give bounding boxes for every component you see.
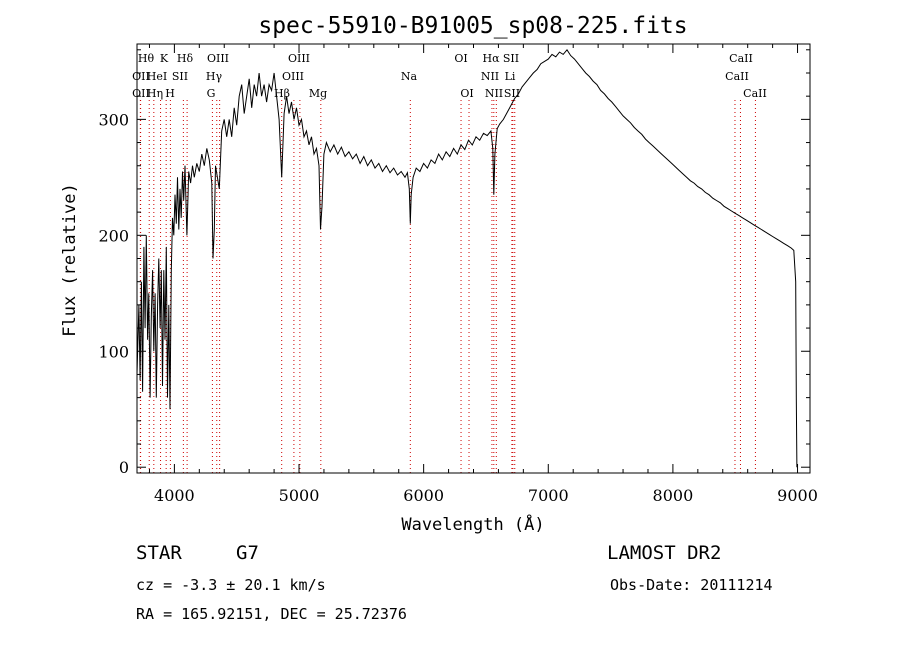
line-label: G — [207, 87, 216, 100]
line-label: CaII — [729, 52, 753, 65]
x-tick-label: 8000 — [653, 486, 694, 505]
line-label: HeI — [147, 70, 167, 83]
chart-title: spec-55910-B91005_sp08-225.fits — [258, 13, 687, 39]
line-label: OI — [454, 52, 467, 65]
line-label: Na — [401, 70, 418, 83]
line-label: Hη — [147, 87, 163, 100]
line-label: NII — [481, 70, 499, 83]
line-label: OIII — [288, 52, 310, 65]
line-label: Hα — [482, 52, 500, 65]
x-tick-label: 5000 — [279, 486, 320, 505]
redshift-text: cz = -3.3 ± 20.1 km/s — [136, 576, 326, 594]
survey-label: LAMOST DR2 — [607, 542, 722, 564]
y-tick-label: 200 — [98, 226, 129, 245]
x-tick-label: 6000 — [403, 486, 444, 505]
x-tick-label: 7000 — [528, 486, 569, 505]
x-tick-label: 4000 — [154, 486, 195, 505]
line-label: Hθ — [138, 52, 155, 65]
y-tick-label: 300 — [98, 110, 129, 129]
line-label: Li — [505, 70, 516, 83]
line-label: Hγ — [206, 70, 223, 83]
line-label: K — [160, 52, 169, 65]
y-tick-label: 0 — [119, 458, 129, 477]
line-label: CaII — [725, 70, 749, 83]
line-label: SII — [503, 52, 519, 65]
plot-axes: 4000 5000 6000 7000 8000 9000 0 100 200 300 — [98, 43, 818, 505]
line-label: H — [165, 87, 175, 100]
line-label: OI — [460, 87, 473, 100]
x-tick-label: 9000 — [777, 486, 818, 505]
line-label: OIII — [207, 52, 229, 65]
class-label: STAR — [136, 542, 182, 564]
line-label: SII — [504, 87, 520, 100]
y-tick-label: 100 — [98, 342, 129, 361]
spectrum-series — [136, 48, 798, 468]
line-label: CaII — [743, 87, 767, 100]
spectrum-line — [136, 48, 798, 468]
subclass-label: G7 — [236, 542, 259, 564]
obs-date-text: Obs-Date: 20111214 — [610, 576, 773, 594]
line-label: SII — [172, 70, 188, 83]
line-label: Hβ — [274, 87, 290, 100]
line-label: OIII — [282, 70, 304, 83]
x-axis-label: Wavelength (Å) — [401, 513, 544, 535]
y-axis-label: Flux (relative) — [60, 183, 80, 337]
line-label: Hδ — [177, 52, 194, 65]
coordinates-text: RA = 165.92151, DEC = 25.72376 — [136, 605, 407, 623]
line-label: NII — [485, 87, 503, 100]
line-label: Mg — [309, 87, 327, 100]
